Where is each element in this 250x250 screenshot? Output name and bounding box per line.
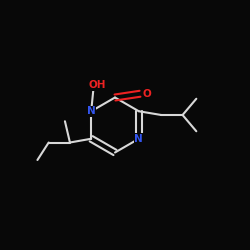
Text: OH: OH bbox=[89, 80, 106, 90]
Text: N: N bbox=[134, 134, 143, 144]
Text: O: O bbox=[142, 89, 151, 99]
Text: N: N bbox=[87, 106, 96, 116]
